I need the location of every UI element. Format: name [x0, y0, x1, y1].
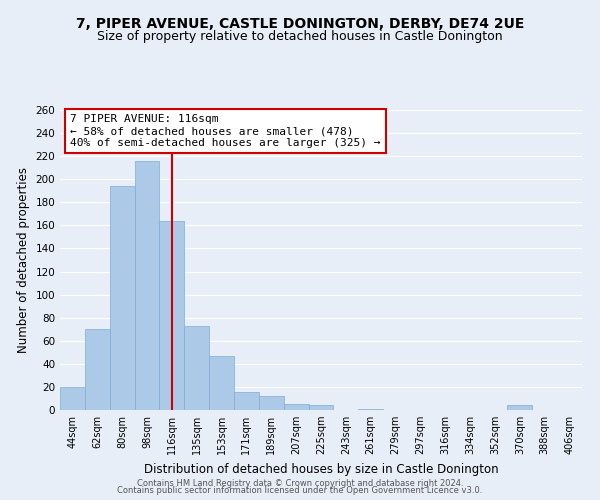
- Y-axis label: Number of detached properties: Number of detached properties: [17, 167, 30, 353]
- Bar: [308, 406, 334, 410]
- Bar: [110, 186, 134, 410]
- Bar: [284, 404, 308, 410]
- Text: 7, PIPER AVENUE, CASTLE DONINGTON, DERBY, DE74 2UE: 7, PIPER AVENUE, CASTLE DONINGTON, DERBY…: [76, 18, 524, 32]
- Bar: [234, 392, 259, 410]
- Bar: [160, 221, 184, 410]
- Bar: [184, 326, 209, 410]
- Bar: [259, 396, 284, 410]
- X-axis label: Distribution of detached houses by size in Castle Donington: Distribution of detached houses by size …: [143, 462, 499, 475]
- Text: Contains public sector information licensed under the Open Government Licence v3: Contains public sector information licen…: [118, 486, 482, 495]
- Bar: [85, 329, 110, 410]
- Text: 7 PIPER AVENUE: 116sqm
← 58% of detached houses are smaller (478)
40% of semi-de: 7 PIPER AVENUE: 116sqm ← 58% of detached…: [70, 114, 381, 148]
- Text: Size of property relative to detached houses in Castle Donington: Size of property relative to detached ho…: [97, 30, 503, 43]
- Text: Contains HM Land Registry data © Crown copyright and database right 2024.: Contains HM Land Registry data © Crown c…: [137, 478, 463, 488]
- Bar: [60, 387, 85, 410]
- Bar: [358, 409, 383, 410]
- Bar: [508, 406, 532, 410]
- Bar: [134, 161, 160, 410]
- Bar: [209, 356, 234, 410]
